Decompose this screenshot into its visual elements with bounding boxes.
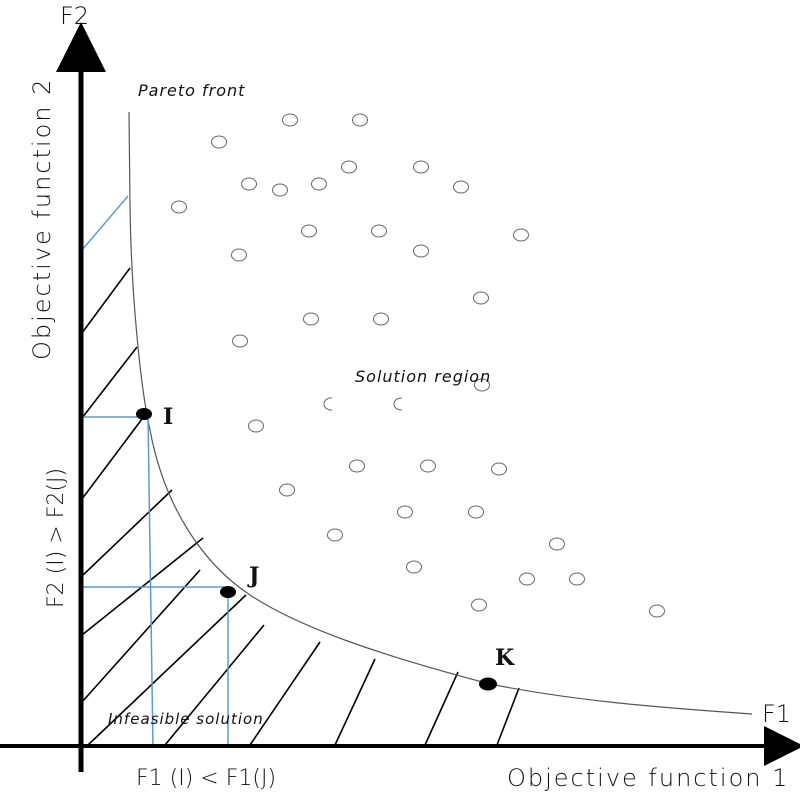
projection-lines [82,416,229,749]
infeasible-hatching [81,267,520,746]
f1-comparison-label: F1 (I) < F1(J) [136,766,276,791]
infeasible-solution-label: Infeasible solution [108,710,264,728]
y-axis-title: Objective function 2 [28,78,56,360]
point-j-label: J [247,563,259,589]
x-axis-title: Objective function 1 [507,764,789,792]
point-i-label: I [163,404,173,430]
point-k-marker [479,677,497,691]
x-axis-end-label: F1 [762,700,791,728]
point-i-marker [136,408,152,420]
point-j-marker [220,586,236,598]
solution-region-label: Solution region [355,367,491,386]
y-axis-end-label: F2 [60,2,89,30]
f2-comparison-label: F2 (I) > F2(J) [44,468,69,608]
pareto-front-curve [128,111,753,715]
solution-circles [171,113,665,618]
hatch-line-top [81,195,129,251]
point-k-label: K [495,645,515,671]
pareto-front-label: Pareto front [138,81,245,100]
